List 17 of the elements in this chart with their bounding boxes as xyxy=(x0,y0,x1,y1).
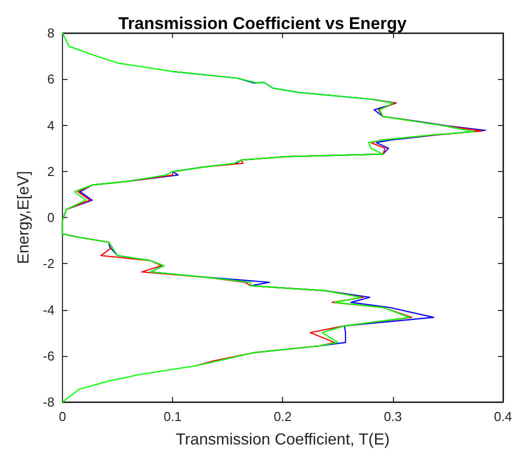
chart-title: Transmission Coefficient vs Energy xyxy=(118,14,408,33)
y-tick-label: 8 xyxy=(47,26,54,40)
y-tick-label: 2 xyxy=(47,164,54,179)
x-tick-label: 0.4 xyxy=(494,409,512,424)
x-tick-label: 0.1 xyxy=(164,409,182,424)
y-tick-label: -4 xyxy=(42,302,54,318)
y-tick-label: -6 xyxy=(42,348,54,364)
x-tick-label: 0.3 xyxy=(384,409,402,424)
y-tick-label: 4 xyxy=(47,118,54,133)
x-tick-label: 0 xyxy=(58,409,66,424)
y-tick-label: 6 xyxy=(47,72,54,87)
x-axis-title: Transmission Coefficient, T(E) xyxy=(176,432,390,448)
x-tick-label: 0.2 xyxy=(274,409,292,424)
y-tick-label: -2 xyxy=(42,256,54,272)
y-axis-title: Energy,E[eV] xyxy=(16,170,32,264)
y-tick-label: 0 xyxy=(47,210,54,225)
y-tick-label: -8 xyxy=(42,394,54,410)
